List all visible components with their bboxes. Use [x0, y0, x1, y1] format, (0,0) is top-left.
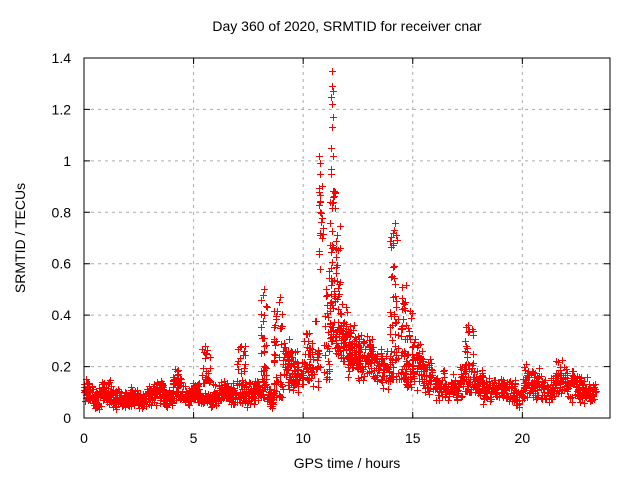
y-tick-label: 0.6 [52, 256, 72, 272]
plot-border [83, 57, 611, 419]
scatter-plus-markers [81, 68, 600, 413]
x-axis-label: GPS time / hours [294, 455, 401, 471]
plot-border-and-ticks [83, 57, 611, 419]
y-tick-label: 0.2 [52, 359, 72, 375]
axis-ticks [83, 57, 610, 419]
y-tick-label: 1.4 [52, 50, 72, 66]
x-tick-label: 15 [405, 430, 421, 446]
x-tick-label: 5 [190, 430, 198, 446]
y-tick-label: 1 [63, 153, 71, 169]
y-tick-label: 0 [63, 410, 71, 426]
y-tick-label: 0.8 [52, 204, 72, 220]
chart-title: Day 360 of 2020, SRMTID for receiver cna… [212, 18, 482, 34]
x-tick-label: 10 [295, 430, 311, 446]
x-tick-label: 0 [80, 430, 88, 446]
x-tick-label: 20 [515, 430, 531, 446]
y-axis-label: SRMTID / TECUs [12, 183, 28, 293]
tick-labels: 0 5 10 15 20 0 0.2 0.4 0.6 0.8 1 1.2 1.4 [52, 50, 531, 446]
y-tick-label: 0.4 [52, 307, 72, 323]
data-points [81, 68, 600, 413]
y-tick-label: 1.2 [52, 101, 72, 117]
